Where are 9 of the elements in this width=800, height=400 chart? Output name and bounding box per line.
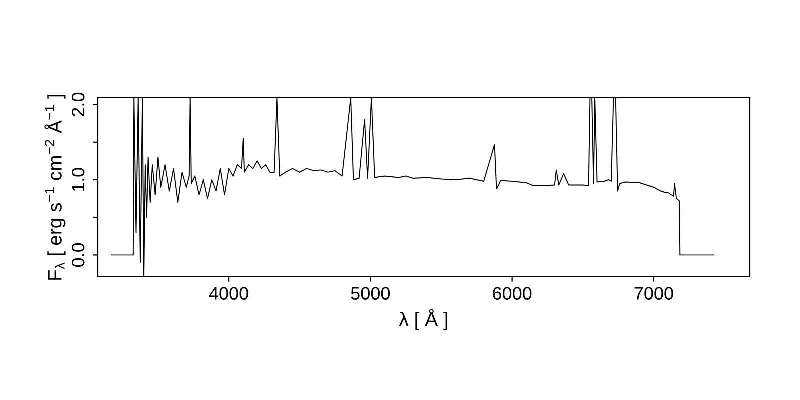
x-tick-label: 6000: [493, 287, 532, 300]
text: F$_{λ}$ [ erg s$^{−1}$ cm$^{−2}$ Å$^{−1}$ ]: [44, 94, 66, 280]
y-tick-label: 2.0: [72, 92, 85, 116]
y-tick-label: 1.0: [72, 168, 85, 192]
x-tick-label: 7000: [634, 287, 674, 300]
y-tick-label: 0.0: [72, 243, 85, 268]
x-axis-title: λ [ Å ]: [399, 309, 448, 330]
x-tick-label: 4000: [209, 287, 248, 300]
x-tick-label: 5000: [351, 287, 390, 300]
